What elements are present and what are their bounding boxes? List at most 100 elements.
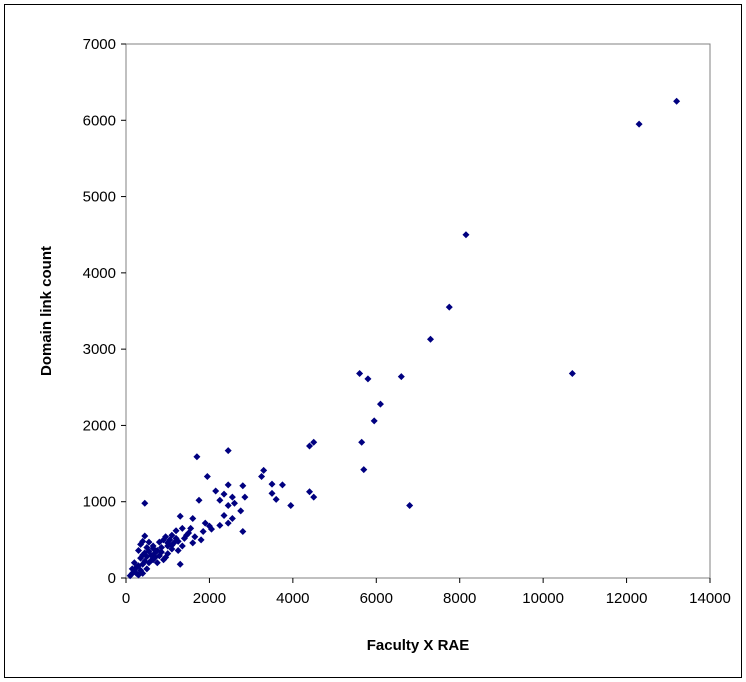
data-point [278,481,286,489]
data-point [143,543,151,551]
data-point [268,480,276,488]
data-point [635,120,643,128]
data-point [216,521,224,529]
data-point [141,532,149,540]
data-point [272,495,280,503]
x-tick-label: 4000 [276,590,309,607]
data-point [306,488,314,496]
data-point [208,525,216,533]
data-point [310,493,318,501]
data-point [356,370,364,378]
data-point [189,539,197,547]
data-point [260,466,268,474]
data-point [147,556,155,564]
data-point [130,559,138,567]
data-point [224,502,232,510]
data-point [228,493,236,501]
data-point [168,545,176,553]
data-point [137,540,145,548]
plot-area [125,43,711,579]
data-point [306,442,314,450]
data-point [427,335,435,343]
data-point [220,490,228,498]
data-point [220,511,228,519]
y-tick-label: 1000 [83,494,116,511]
data-point [178,524,186,532]
y-tick-label: 4000 [83,265,116,282]
y-axis: 0 1000 2000 3000 4000 5000 6000 7000 [83,36,126,587]
chart-frame: 0 2000 4000 6000 8000 10000 12000 14000 0 1000 20… [4,4,742,678]
data-point [178,542,186,550]
data-point [237,507,245,515]
data-point [360,466,368,474]
data-point [216,496,224,504]
data-point [139,569,147,577]
data-point [195,496,203,504]
y-axis-title: Domain link count [38,246,55,376]
y-tick-label: 3000 [83,341,116,358]
data-point [126,572,134,580]
data-point [174,547,182,555]
data-point [241,493,249,501]
data-point [364,375,372,383]
data-point [212,487,220,495]
y-tick-label: 0 [108,570,116,587]
data-point [141,499,149,507]
data-point [370,417,378,425]
y-tick-label: 2000 [83,417,116,434]
y-tick-label: 6000 [83,112,116,129]
data-point [168,541,176,549]
data-point [143,565,151,573]
data-point [397,373,405,381]
data-point [199,527,207,535]
data-point [376,400,384,408]
x-tick-label: 6000 [360,590,393,607]
data-point [224,447,232,455]
data-point [673,97,681,105]
data-point [182,531,190,539]
data-point [145,538,153,546]
data-point [149,542,157,550]
data-point [268,489,276,497]
data-point [462,231,470,239]
data-point [191,533,199,541]
x-tick-label: 12000 [606,590,648,607]
data-point [228,514,236,522]
data-point [155,538,163,546]
x-axis: 0 2000 4000 6000 8000 10000 12000 14000 [122,578,731,607]
data-point [135,547,143,555]
data-point [172,534,180,542]
data-point [445,303,453,311]
data-point [239,527,247,535]
data-point [201,519,209,527]
data-point [224,519,232,527]
x-tick-label: 10000 [522,590,564,607]
x-tick-label: 14000 [689,590,731,607]
data-point [153,559,161,567]
data-point [203,473,211,481]
data-point [137,554,145,562]
x-axis-title: Faculty X RAE [367,637,470,654]
scatter-chart: 0 2000 4000 6000 8000 10000 12000 14000 0 1000 20… [38,36,731,654]
data-points [126,97,681,580]
data-point [176,560,184,568]
data-point [358,438,366,446]
data-point [224,481,232,489]
data-point [310,438,318,446]
data-point [197,536,205,544]
data-point [193,453,201,461]
x-tick-label: 0 [122,590,130,607]
data-point [157,543,165,551]
data-point [568,370,576,378]
data-point [160,556,168,564]
y-tick-label: 5000 [83,189,116,206]
x-tick-label: 8000 [443,590,476,607]
data-point [176,512,184,520]
data-point [230,499,238,507]
data-point [239,482,247,490]
data-point [258,473,266,481]
data-point [406,502,414,510]
data-point [172,527,180,535]
data-point [189,514,197,522]
y-tick-label: 7000 [83,36,116,53]
